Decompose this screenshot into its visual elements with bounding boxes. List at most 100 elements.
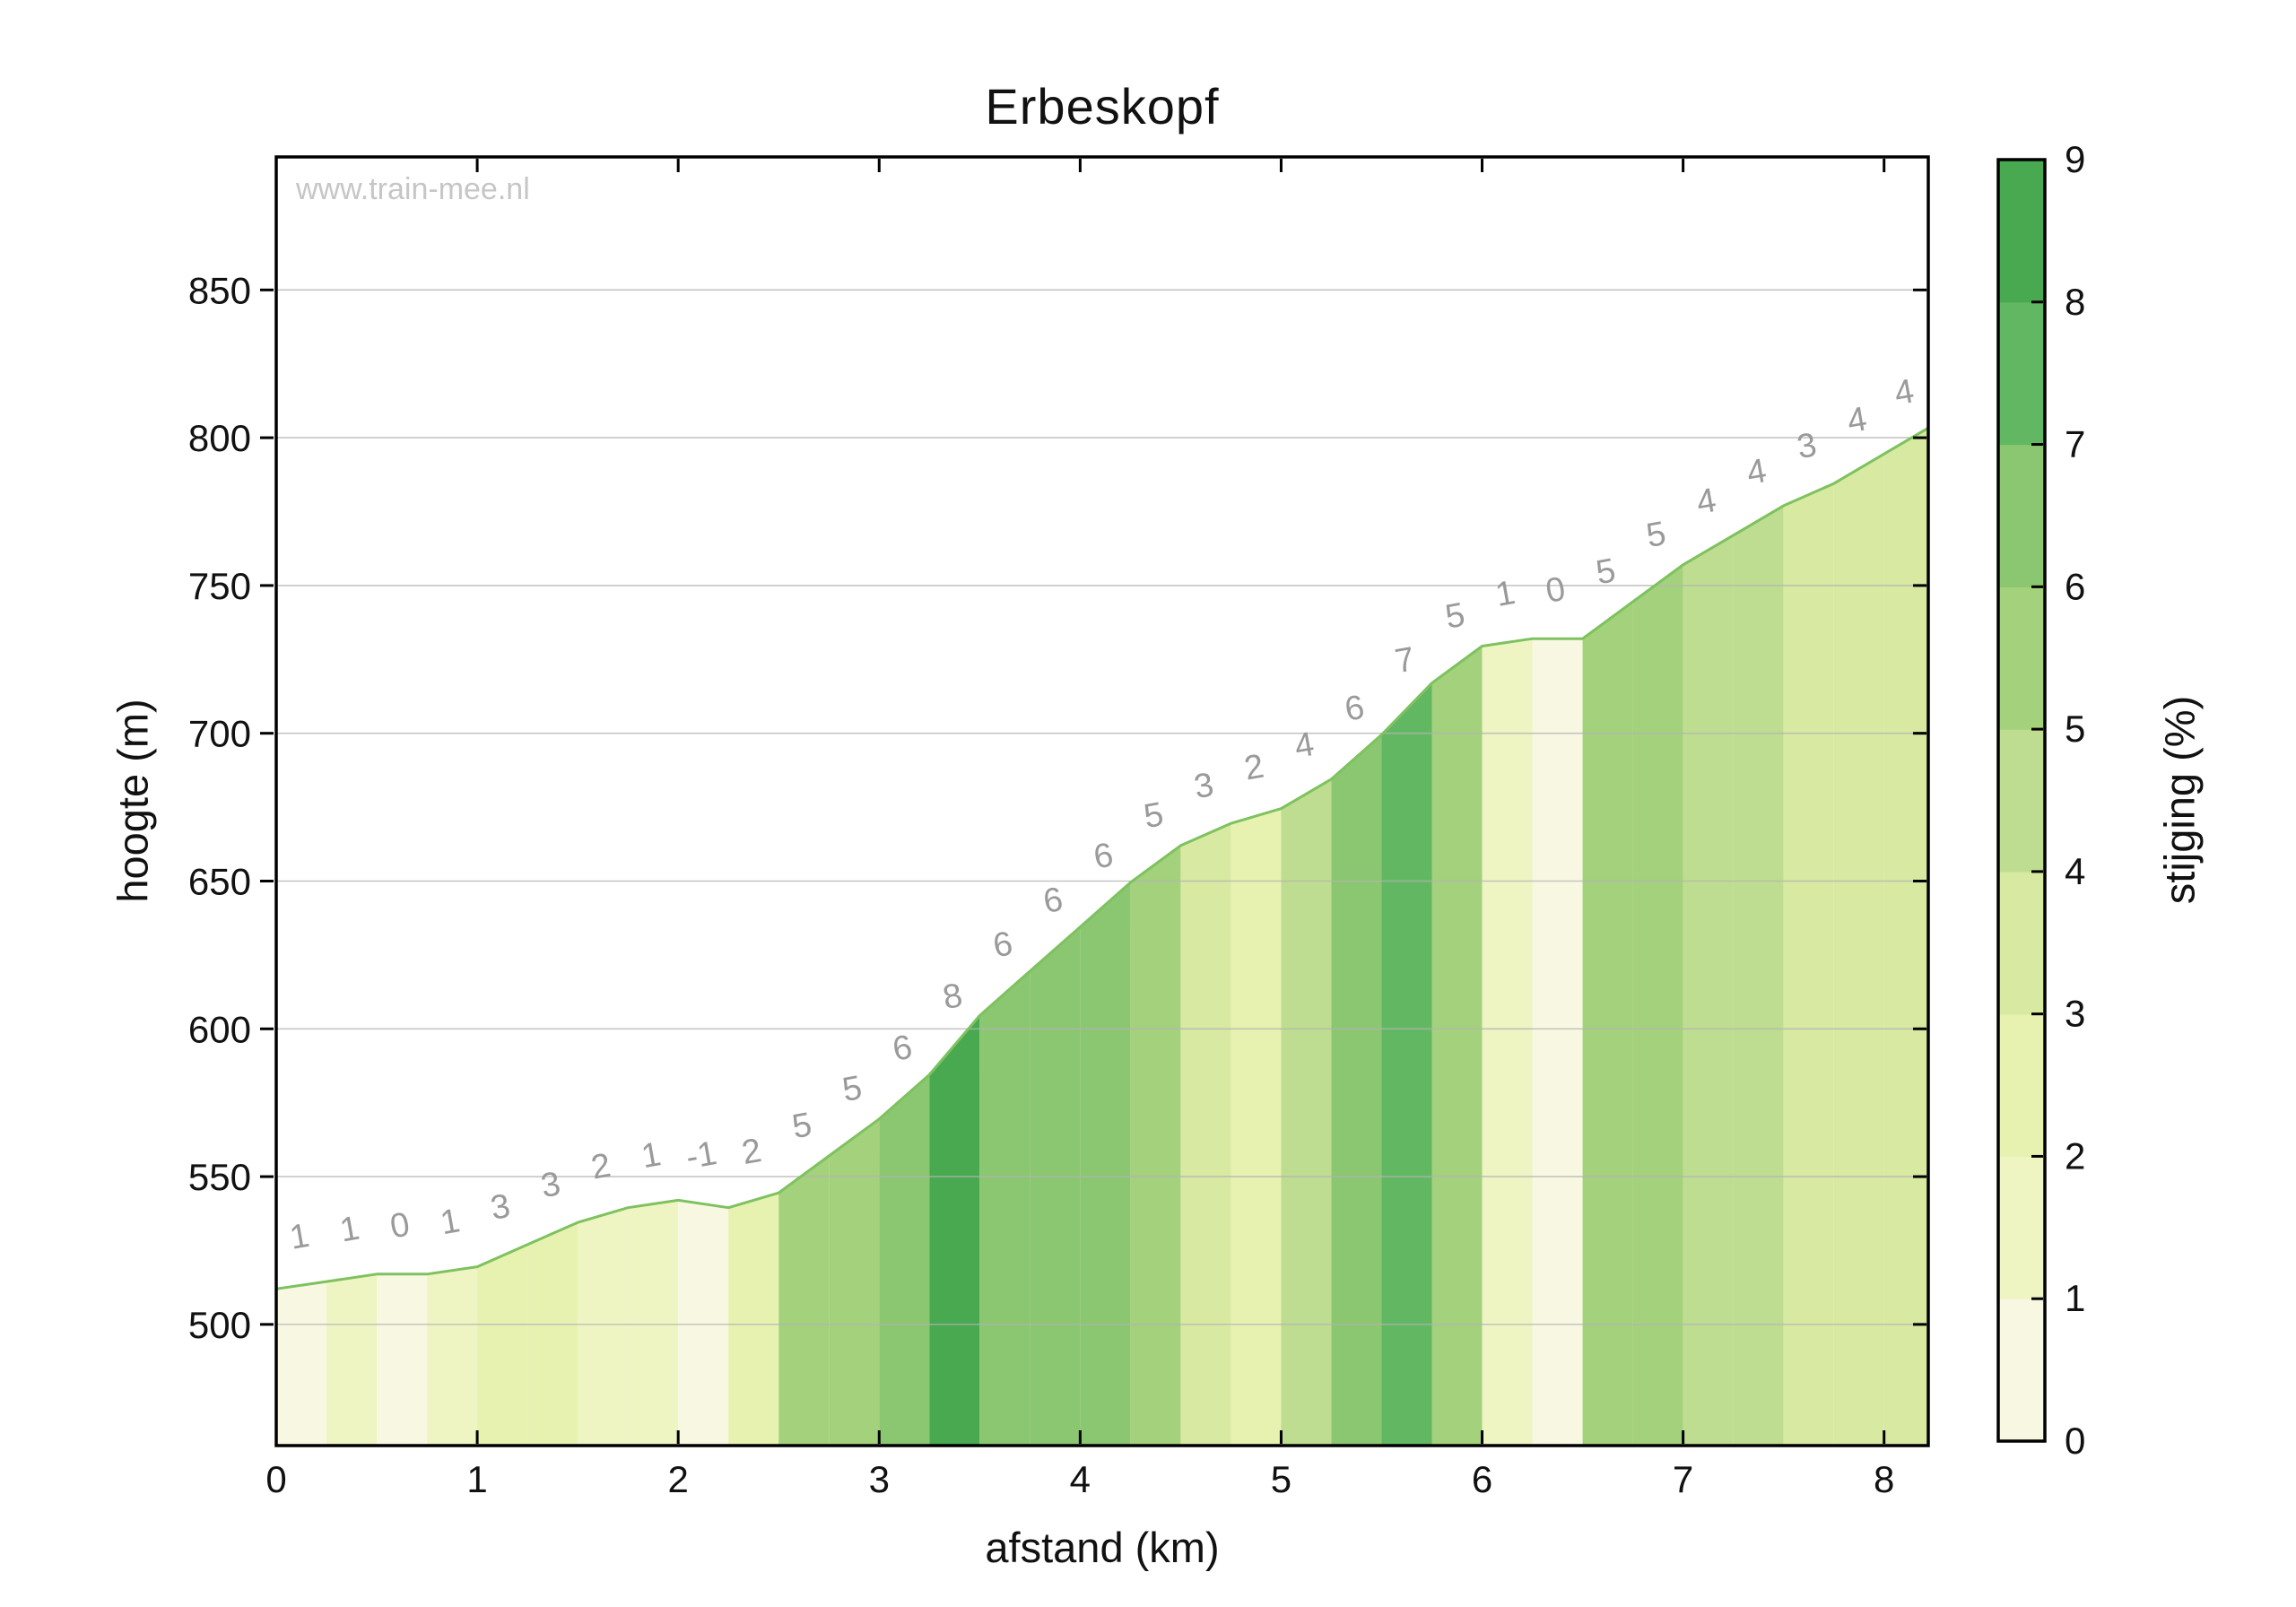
gradient-label: 3: [1795, 426, 1820, 466]
gradient-label: 6: [990, 925, 1015, 965]
gradient-label: 4: [1892, 372, 1917, 413]
colorbar-band: [1998, 1299, 2045, 1442]
gradient-label: 4: [1744, 452, 1770, 492]
page-title: Erbeskopf: [985, 78, 1220, 135]
profile-line: [276, 426, 1928, 1290]
colorbar-tick-label: 7: [2065, 423, 2085, 465]
segment-fill: [578, 1207, 629, 1446]
gradient-label: 5: [839, 1069, 865, 1109]
colorbar-tick-label: 5: [2065, 708, 2085, 750]
segment-fill: [1733, 505, 1784, 1446]
segment-fill: [1783, 483, 1834, 1446]
gradient-label: 4: [1845, 400, 1870, 440]
x-axis-label: afstand (km): [985, 1524, 1220, 1571]
gradient-label: 1: [639, 1135, 664, 1176]
colorbar-band: [1998, 160, 2045, 303]
gradient-label: 5: [1442, 596, 1467, 637]
gradient-label: 8: [940, 977, 965, 1017]
segment-fill: [728, 1193, 779, 1446]
gradient-label: 5: [1141, 795, 1166, 836]
segment-fill: [427, 1266, 478, 1446]
colorbar-band: [1998, 1156, 2045, 1299]
x-tick-label: 1: [466, 1458, 487, 1500]
x-tick-label: 6: [1472, 1458, 1492, 1500]
colorbar-tick-label: 6: [2065, 565, 2085, 607]
colorbar-band: [1998, 586, 2045, 730]
segment-fill: [377, 1273, 428, 1446]
segment-fill: [678, 1200, 729, 1446]
gradient-label: 3: [488, 1187, 513, 1228]
x-tick-label: 0: [265, 1458, 286, 1500]
segment-fill: [1582, 602, 1633, 1446]
segment-fill: [1431, 646, 1483, 1446]
colorbar-band: [1998, 729, 2045, 873]
segment-fill: [477, 1244, 528, 1446]
gradient-label: 5: [789, 1106, 814, 1146]
gradient-label: 7: [1392, 640, 1417, 681]
plot-area: [276, 289, 1928, 1446]
gradient-label: -1: [683, 1134, 720, 1177]
segment-fill: [1331, 734, 1382, 1446]
colorbar-tick-label: 0: [2065, 1420, 2085, 1462]
y-tick-label: 850: [188, 269, 251, 311]
segment-fill: [778, 1156, 830, 1446]
watermark: www.train-mee.nl: [296, 172, 530, 206]
segment-fill: [1281, 778, 1332, 1446]
segment-fill: [829, 1118, 880, 1446]
gradient-label: 2: [739, 1132, 764, 1172]
gradient-label: 2: [1241, 748, 1266, 788]
gradient-label: 0: [1543, 570, 1568, 611]
colorbar-tick-label: 2: [2065, 1134, 2085, 1177]
gradient-label: 1: [1492, 574, 1518, 614]
x-tick-label: 2: [667, 1458, 688, 1500]
gradient-label: 1: [287, 1217, 312, 1257]
segment-fill: [1683, 534, 1734, 1446]
segment-fill: [326, 1273, 378, 1446]
gradient-label: 6: [1091, 837, 1116, 877]
colorbar-band: [1998, 871, 2045, 1015]
colorbar-band: [1998, 301, 2045, 446]
gradient-label: 6: [1342, 689, 1367, 729]
gradient-label: 4: [1693, 482, 1718, 522]
segment-fill: [1883, 428, 1928, 1446]
y-tick-label: 800: [188, 417, 251, 459]
segment-fill: [1532, 638, 1583, 1446]
gradient-label: 3: [538, 1165, 563, 1205]
y-tick-label: 600: [188, 1008, 251, 1050]
x-tick-label: 4: [1070, 1458, 1091, 1500]
colorbar-tick-label: 4: [2065, 850, 2085, 892]
colorbar-tick-label: 9: [2065, 138, 2085, 180]
segment-fill: [1231, 808, 1282, 1446]
segment-fill: [1381, 682, 1432, 1446]
y-tick-label: 750: [188, 565, 251, 607]
gradient-label: 5: [1643, 515, 1668, 555]
segment-fill: [1030, 926, 1081, 1446]
segment-fill: [1130, 845, 1181, 1446]
colorbar-band: [1998, 444, 2045, 587]
axis-spine: [274, 155, 1930, 1447]
y-tick-label: 700: [188, 713, 251, 755]
colorbar-band: [1998, 1013, 2045, 1158]
segment-fill: [929, 1015, 980, 1446]
segment-fill: [1080, 882, 1131, 1446]
gradient-label: 2: [588, 1147, 613, 1187]
segment-fill: [527, 1222, 578, 1446]
gradient-label: 1: [337, 1210, 362, 1250]
y-axis-label: hoogte (m): [109, 699, 157, 903]
segment-fill: [879, 1074, 930, 1446]
x-tick-label: 7: [1673, 1458, 1693, 1500]
segment-fill: [1180, 823, 1231, 1446]
colorbar-tick-label: 1: [2065, 1277, 2085, 1319]
segment-fill: [1482, 638, 1533, 1446]
colorbar-label: stijging (%): [2155, 695, 2204, 905]
segment-fill: [628, 1200, 679, 1446]
colorbar-tick-label: 8: [2065, 281, 2085, 323]
y-tick-label: 500: [188, 1304, 251, 1346]
gradient-label: 6: [1040, 881, 1065, 921]
gradient-label: 3: [1191, 766, 1216, 806]
gradient-label: 4: [1292, 725, 1317, 766]
y-tick-label: 550: [188, 1156, 251, 1198]
gradient-label: 6: [890, 1029, 915, 1069]
